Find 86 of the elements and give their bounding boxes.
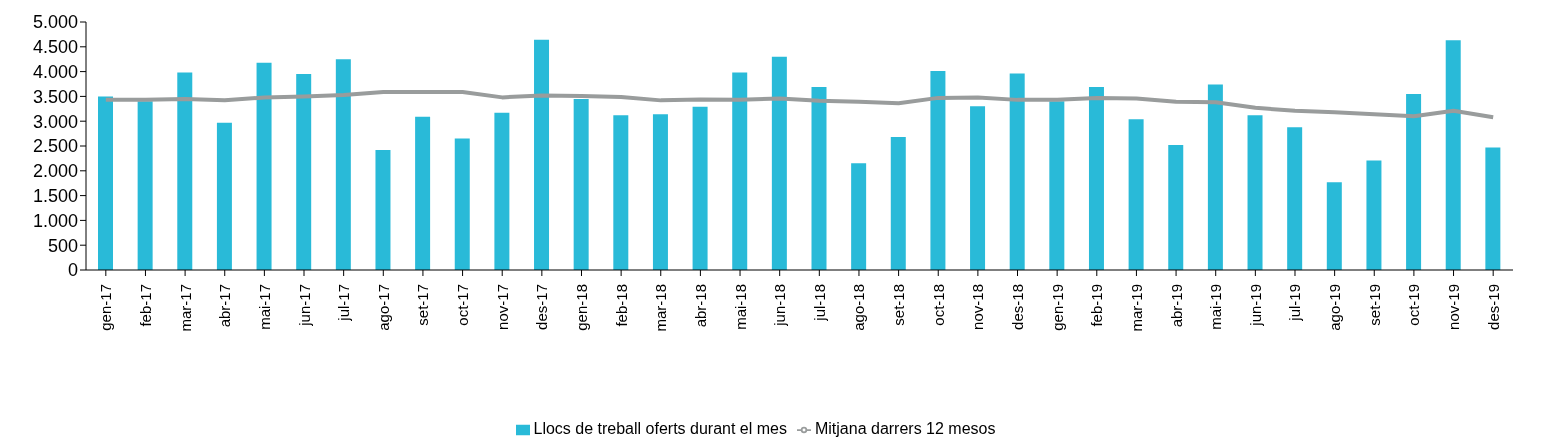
- y-tick-label: 500: [47, 235, 78, 256]
- bar: [613, 115, 629, 270]
- bar: [573, 98, 589, 270]
- bar: [1049, 101, 1065, 270]
- x-tick-label: mai-17: [255, 284, 273, 330]
- x-tick-label: gen-19: [1048, 284, 1066, 331]
- legend-label: Mitjana darrers 12 mesos: [814, 420, 996, 437]
- x-tick-label: oct-19: [1405, 284, 1423, 326]
- x-tick-label: jun-17: [295, 284, 313, 327]
- y-tick-label: 1.000: [32, 210, 78, 231]
- bar: [930, 71, 946, 270]
- x-tick-label: nov-17: [493, 284, 511, 330]
- bar: [98, 96, 113, 270]
- y-tick-label: 3.000: [32, 111, 78, 132]
- x-tick-label: abr-17: [216, 284, 234, 328]
- x-tick-label: abr-18: [691, 284, 709, 328]
- x-tick-label: gen-17: [97, 284, 115, 331]
- bar: [1366, 160, 1382, 270]
- bar: [375, 149, 391, 270]
- line-series: [103, 89, 1496, 120]
- bar: [1128, 119, 1144, 270]
- bar: [1088, 86, 1104, 270]
- x-tick-label: set-18: [890, 284, 908, 326]
- legend-label: Llocs de treball oferts durant el mes: [533, 420, 787, 437]
- x-tick-label: feb-17: [136, 284, 154, 327]
- y-tick-label: 0: [67, 260, 78, 281]
- bar: [1247, 115, 1263, 270]
- bar: [1009, 73, 1025, 270]
- x-tick-label: mai-19: [1207, 284, 1225, 330]
- bar: [1406, 93, 1422, 270]
- x-tick-label: jun-19: [1246, 284, 1264, 327]
- x-tick-label: ago-19: [1326, 284, 1344, 331]
- x-tick-label: ago-17: [374, 284, 392, 331]
- x-tick-label: abr-19: [1167, 284, 1185, 328]
- bar: [137, 101, 153, 270]
- x-tick-label: des-19: [1484, 284, 1502, 330]
- y-tick-label: 2.000: [32, 161, 78, 182]
- y-tick-label: 4.500: [32, 37, 78, 58]
- y-tick-label: 5.000: [32, 12, 78, 33]
- bar: [256, 62, 272, 270]
- bar: [1287, 127, 1303, 270]
- x-tick-label: jul-19: [1286, 284, 1304, 322]
- bar: [534, 39, 550, 270]
- bar: [970, 106, 986, 270]
- bar: [890, 137, 906, 270]
- bar: [1445, 40, 1461, 270]
- bar: [296, 74, 312, 270]
- x-tick-label: oct-17: [454, 284, 472, 326]
- bar: [652, 114, 668, 270]
- y-tick-label: 2.500: [32, 136, 78, 157]
- x-tick-label: nov-18: [969, 284, 987, 330]
- x-tick-label: set-19: [1365, 284, 1383, 326]
- x-tick-label: des-17: [533, 284, 551, 330]
- y-tick-label: 4.000: [32, 61, 78, 82]
- y-tick-label: 1.500: [32, 185, 78, 206]
- x-tick-label: des-18: [1009, 284, 1027, 330]
- x-tick-label: jun-18: [771, 284, 789, 327]
- bar: [692, 106, 708, 270]
- bar: [454, 138, 470, 270]
- x-tick-label: mai-18: [731, 284, 749, 330]
- bar: [494, 112, 510, 270]
- bar: [811, 86, 827, 270]
- x-tick-label: mar-17: [176, 284, 194, 332]
- bar: [216, 122, 232, 270]
- bar: [732, 72, 748, 270]
- x-tick-label: jul-17: [335, 284, 353, 322]
- x-tick-label: set-17: [414, 284, 432, 326]
- x-tick-label: nov-19: [1445, 284, 1463, 330]
- bar: [177, 72, 193, 270]
- x-tick-label: feb-19: [1088, 284, 1106, 327]
- x-tick-label: mar-18: [652, 284, 670, 332]
- x-tick-label: gen-18: [572, 284, 590, 331]
- x-tick-label: feb-18: [612, 284, 630, 327]
- x-tick-label: oct-18: [929, 284, 947, 326]
- bar: [1485, 147, 1501, 270]
- bar: [335, 59, 351, 270]
- x-tick-label: jul-18: [810, 284, 828, 322]
- bar: [1168, 145, 1184, 270]
- bar: [851, 163, 867, 270]
- bar: [1326, 182, 1342, 270]
- bar: [771, 56, 787, 270]
- y-tick-label: 3.500: [32, 86, 78, 107]
- x-tick-label: mar-19: [1127, 284, 1145, 332]
- x-tick-label: ago-18: [850, 284, 868, 331]
- bar: [1207, 84, 1223, 270]
- bar: [415, 116, 431, 270]
